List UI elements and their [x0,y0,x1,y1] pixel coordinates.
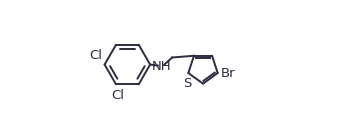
Text: Cl: Cl [89,49,102,62]
Text: Cl: Cl [111,89,124,102]
Text: S: S [183,77,192,90]
Text: NH: NH [151,60,171,72]
Text: Br: Br [221,67,235,80]
